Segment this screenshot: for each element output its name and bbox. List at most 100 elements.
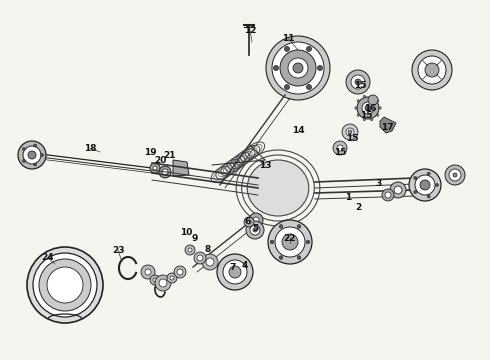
Circle shape <box>23 159 25 162</box>
Text: 15: 15 <box>334 148 346 157</box>
Circle shape <box>370 95 373 98</box>
Text: 5: 5 <box>252 224 258 233</box>
Circle shape <box>250 225 260 235</box>
Circle shape <box>279 225 283 228</box>
Text: 15: 15 <box>360 111 372 120</box>
Circle shape <box>47 267 83 303</box>
Circle shape <box>390 182 406 198</box>
Circle shape <box>453 173 457 177</box>
Circle shape <box>229 266 241 278</box>
Circle shape <box>363 118 366 121</box>
Circle shape <box>217 254 253 290</box>
Text: 3: 3 <box>375 179 381 188</box>
Circle shape <box>297 225 301 228</box>
Circle shape <box>449 169 461 181</box>
Circle shape <box>27 247 103 323</box>
Text: 4: 4 <box>242 261 248 270</box>
Circle shape <box>247 220 251 224</box>
Circle shape <box>342 124 358 140</box>
Circle shape <box>414 190 417 194</box>
Circle shape <box>427 172 430 175</box>
Text: 18: 18 <box>84 144 96 153</box>
Circle shape <box>150 275 160 285</box>
Text: 13: 13 <box>259 161 271 170</box>
Circle shape <box>246 221 264 239</box>
Circle shape <box>273 66 278 71</box>
Circle shape <box>253 228 257 232</box>
Circle shape <box>223 260 247 284</box>
Circle shape <box>18 141 46 169</box>
Circle shape <box>159 279 167 287</box>
Text: 9: 9 <box>192 234 198 243</box>
Circle shape <box>376 100 379 102</box>
Text: 8: 8 <box>205 244 211 253</box>
Circle shape <box>153 278 157 282</box>
Circle shape <box>194 252 206 264</box>
Circle shape <box>365 105 371 111</box>
Circle shape <box>376 114 379 116</box>
Text: 20: 20 <box>154 156 166 165</box>
Polygon shape <box>380 117 396 133</box>
Circle shape <box>23 146 41 164</box>
Circle shape <box>206 258 214 266</box>
Circle shape <box>174 266 186 278</box>
Circle shape <box>379 107 381 109</box>
Circle shape <box>253 217 259 223</box>
Text: 2: 2 <box>355 202 361 212</box>
Circle shape <box>39 259 91 311</box>
Circle shape <box>357 97 379 119</box>
Circle shape <box>348 130 352 134</box>
Text: 1: 1 <box>345 193 351 202</box>
Text: 7: 7 <box>230 264 236 273</box>
Circle shape <box>355 107 357 109</box>
Circle shape <box>249 213 263 227</box>
Text: 15: 15 <box>346 134 358 143</box>
Circle shape <box>370 118 373 121</box>
Circle shape <box>268 220 312 264</box>
Text: 14: 14 <box>292 126 304 135</box>
Circle shape <box>145 269 151 275</box>
Circle shape <box>355 79 361 85</box>
Circle shape <box>420 180 430 190</box>
Circle shape <box>337 145 343 151</box>
Circle shape <box>333 141 347 155</box>
Circle shape <box>170 276 174 280</box>
Ellipse shape <box>247 160 309 216</box>
Circle shape <box>297 256 301 260</box>
Circle shape <box>279 256 283 260</box>
Polygon shape <box>173 160 189 176</box>
Text: 19: 19 <box>144 148 156 157</box>
Circle shape <box>167 273 177 283</box>
Circle shape <box>244 217 254 227</box>
Text: 22: 22 <box>284 234 296 243</box>
Text: 11: 11 <box>282 33 294 42</box>
Circle shape <box>275 227 305 257</box>
Circle shape <box>415 175 435 195</box>
Circle shape <box>288 58 308 78</box>
Circle shape <box>318 66 322 71</box>
Circle shape <box>155 275 171 291</box>
Circle shape <box>357 114 360 116</box>
Text: 24: 24 <box>42 253 54 262</box>
Circle shape <box>357 100 360 102</box>
Circle shape <box>368 95 378 105</box>
Circle shape <box>162 169 168 175</box>
Circle shape <box>445 165 465 185</box>
Circle shape <box>418 56 446 84</box>
Circle shape <box>427 195 430 198</box>
Circle shape <box>394 186 402 194</box>
Circle shape <box>34 144 37 147</box>
Circle shape <box>409 169 441 201</box>
Circle shape <box>33 253 97 317</box>
Text: 10: 10 <box>180 228 192 237</box>
Circle shape <box>425 63 439 77</box>
Text: 16: 16 <box>364 104 376 113</box>
Circle shape <box>382 189 394 201</box>
Circle shape <box>346 70 370 94</box>
Circle shape <box>385 192 391 198</box>
Circle shape <box>34 163 37 166</box>
Circle shape <box>197 255 203 261</box>
Circle shape <box>266 36 330 100</box>
Circle shape <box>436 184 439 186</box>
Circle shape <box>41 153 44 157</box>
